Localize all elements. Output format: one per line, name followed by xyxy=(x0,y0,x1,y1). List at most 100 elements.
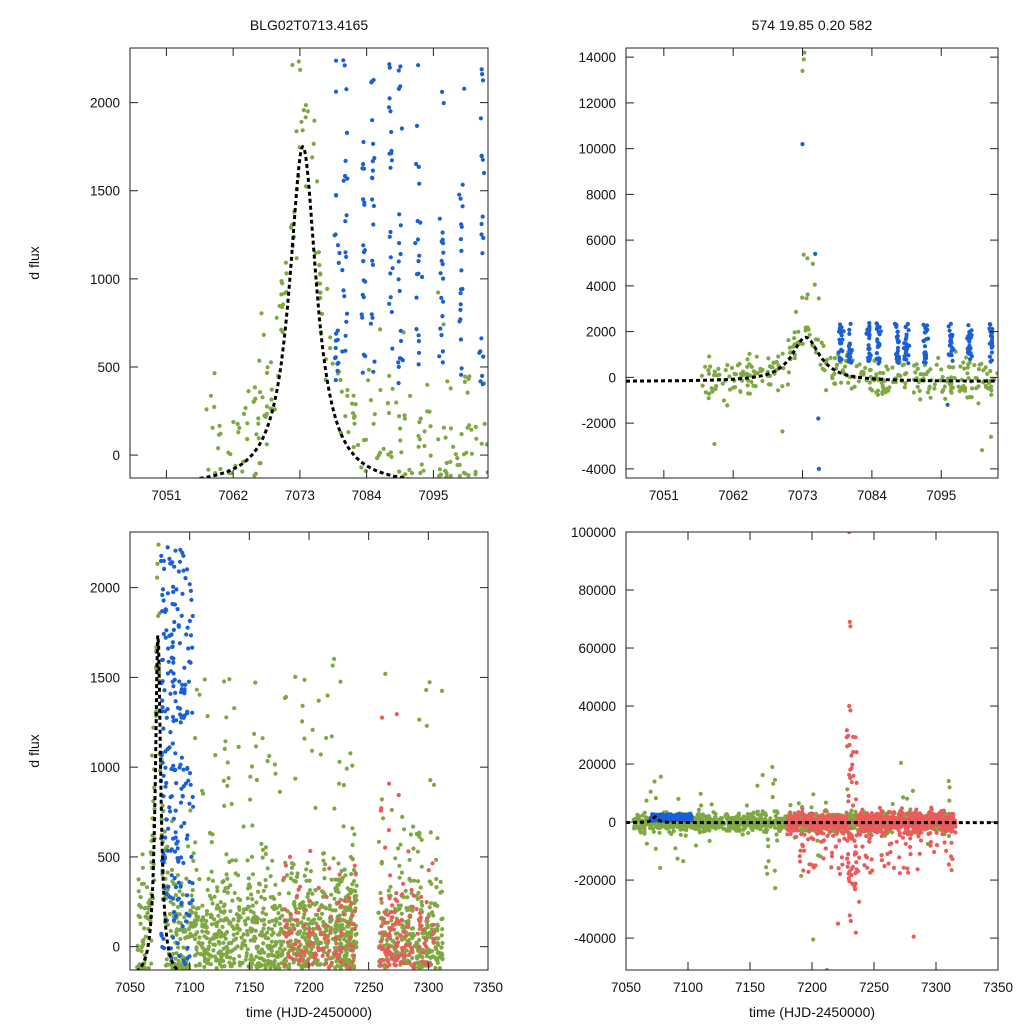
data-point-green xyxy=(218,431,223,436)
data-point-green xyxy=(156,542,161,547)
data-point-blue xyxy=(175,846,180,851)
data-point-blue xyxy=(847,331,852,336)
data-point-green xyxy=(295,923,300,928)
data-point-green xyxy=(692,823,697,829)
data-point-green xyxy=(269,952,274,957)
data-point-green xyxy=(771,360,776,365)
data-point-green xyxy=(781,366,786,371)
data-point-green xyxy=(964,355,969,360)
data-point-green xyxy=(410,955,415,961)
data-point-green xyxy=(209,840,214,845)
data-point-blue xyxy=(160,698,165,703)
data-point-green xyxy=(712,369,717,374)
data-point-green xyxy=(415,896,420,902)
data-point-red xyxy=(352,909,358,914)
data-point-red xyxy=(307,898,312,904)
data-point-blue xyxy=(877,359,882,364)
data-point-green xyxy=(228,909,233,914)
data-point-blue xyxy=(173,751,178,756)
data-point-green xyxy=(308,869,313,874)
data-point-green xyxy=(210,878,216,883)
data-point-green xyxy=(136,913,141,919)
data-point-green xyxy=(439,933,444,938)
data-point-green xyxy=(484,442,488,447)
data-point-blue xyxy=(816,466,822,471)
data-point-green xyxy=(259,841,264,847)
data-point-green xyxy=(300,719,305,724)
data-point-blue xyxy=(988,359,993,364)
data-point-green xyxy=(263,877,268,883)
data-point-green xyxy=(958,364,963,369)
data-point-green xyxy=(288,225,294,230)
data-point-green xyxy=(939,367,944,372)
data-point-blue xyxy=(458,196,463,201)
data-point-green xyxy=(415,879,421,884)
data-point-green xyxy=(165,962,170,968)
data-point-green xyxy=(885,367,891,372)
data-point-blue xyxy=(344,319,349,324)
data-point-red xyxy=(316,885,321,891)
data-point-green xyxy=(165,870,170,875)
data-point-green xyxy=(737,361,742,366)
data-point-blue xyxy=(947,343,952,348)
data-point-green xyxy=(215,885,220,890)
data-point-green xyxy=(727,828,732,833)
data-point-blue xyxy=(169,766,174,772)
data-point-green xyxy=(224,872,229,877)
data-point-green xyxy=(376,910,381,916)
data-point-blue xyxy=(390,266,395,271)
data-point-green xyxy=(434,857,439,863)
data-point-blue xyxy=(187,659,192,664)
data-point-green xyxy=(210,425,215,430)
data-point-green xyxy=(988,434,994,439)
data-point-blue xyxy=(922,356,928,361)
data-point-red xyxy=(806,837,811,842)
data-point-green xyxy=(731,385,736,390)
data-point-blue xyxy=(170,714,176,720)
data-point-green xyxy=(255,920,260,925)
data-point-red xyxy=(414,906,419,912)
data-point-blue xyxy=(186,778,191,783)
data-point-blue xyxy=(480,382,485,387)
data-point-green xyxy=(721,826,726,831)
data-point-green xyxy=(215,888,220,894)
data-point-blue xyxy=(163,765,168,770)
data-point-green xyxy=(250,919,255,925)
data-point-red xyxy=(292,942,297,947)
data-point-green xyxy=(254,432,259,437)
data-point-green xyxy=(398,426,403,431)
data-point-green xyxy=(350,763,355,768)
data-point-blue xyxy=(166,646,171,651)
data-point-blue xyxy=(370,159,375,164)
data-point-green xyxy=(200,924,205,929)
data-point-green xyxy=(796,801,801,806)
data-point-red xyxy=(389,915,394,920)
data-point-blue xyxy=(462,86,467,91)
data-point-red xyxy=(350,960,355,965)
data-point-green xyxy=(330,663,335,668)
data-point-green xyxy=(246,389,251,394)
data-point-red xyxy=(949,840,954,845)
data-point-red xyxy=(383,948,388,953)
data-point-green xyxy=(852,384,857,389)
data-point-green xyxy=(266,936,271,941)
data-point-green xyxy=(804,296,809,301)
data-point-green xyxy=(429,901,434,906)
data-point-green xyxy=(809,805,814,810)
data-point-green xyxy=(307,888,313,893)
data-point-green xyxy=(736,813,741,818)
series-green xyxy=(699,50,998,453)
data-point-green xyxy=(242,918,247,924)
data-point-green xyxy=(256,889,261,894)
data-point-green xyxy=(637,814,642,819)
data-point-blue xyxy=(416,259,421,264)
data-point-red xyxy=(849,753,854,758)
data-point-red xyxy=(403,934,408,939)
data-point-blue xyxy=(459,372,464,377)
data-point-green xyxy=(237,963,243,968)
data-point-blue xyxy=(190,794,195,800)
data-point-green xyxy=(389,454,394,459)
data-point-green xyxy=(727,374,732,379)
data-point-green xyxy=(824,967,829,970)
data-point-green xyxy=(724,815,729,821)
